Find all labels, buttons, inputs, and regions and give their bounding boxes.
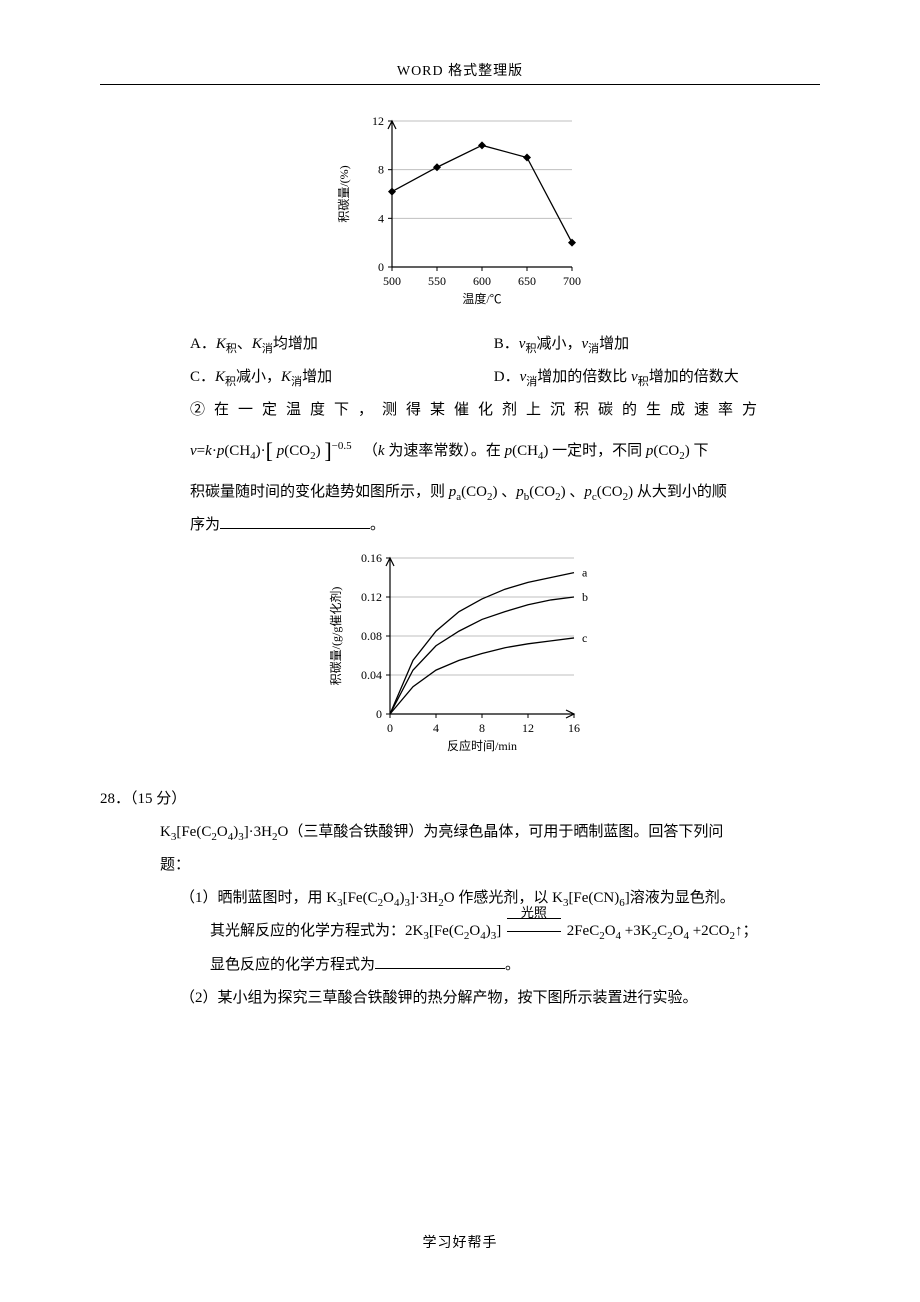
svg-text:0: 0 — [376, 707, 382, 721]
option-D: D．v消增加的倍数比 v积增加的倍数大 — [494, 361, 739, 394]
svg-text:0.12: 0.12 — [361, 590, 382, 604]
svg-text:反应时间/min: 反应时间/min — [447, 738, 517, 753]
chart-carbon-vs-time: 0 0.04 0.08 0.12 0.16 0 4 8 12 16 ab c 积碳量/(g/g催化剂) 反… — [100, 546, 820, 769]
svg-text:0.16: 0.16 — [361, 551, 382, 565]
svg-text:12: 12 — [522, 721, 534, 735]
para-2-line4: 序为 。 — [100, 509, 820, 542]
svg-text:600: 600 — [473, 274, 491, 288]
svg-text:500: 500 — [383, 274, 401, 288]
svg-text:12: 12 — [372, 114, 384, 128]
q28-2: （2）某小组为探究三草酸合铁酸钾的热分解产物，按下图所示装置进行实验。 — [100, 982, 820, 1015]
svg-text:积碳量/(g/g催化剂): 积碳量/(g/g催化剂) — [328, 587, 343, 686]
order-label: 序为 — [190, 517, 220, 533]
svg-text:b: b — [582, 590, 588, 604]
q28-intro-2: 题： — [100, 849, 820, 882]
q28-1c: 显色反应的化学方程式为 。 — [100, 949, 820, 982]
period-2: 。 — [505, 957, 520, 973]
svg-text:0.08: 0.08 — [361, 629, 382, 643]
svg-text:a: a — [582, 566, 588, 580]
blank-order — [220, 513, 370, 529]
para-2-line1: ②在一定温度下，测得某催化剂上沉积碳的生成速率方 — [100, 394, 820, 427]
svg-text:c: c — [582, 631, 587, 645]
q28-1c-pre: 显色反应的化学方程式为 — [210, 957, 375, 973]
page-header: WORD 格式整理版 — [100, 60, 820, 80]
svg-text:积碳量/(%): 积碳量/(%) — [337, 165, 351, 222]
content: A．K积、K消均增加 B．v积减小，v消增加 C．K积减小，K消增加 D．v消增… — [100, 328, 820, 1015]
svg-text:700: 700 — [563, 274, 581, 288]
para-2-line3: 积碳量随时间的变化趋势如图所示，则 pa(CO2) 、pb(CO2) 、pc(C… — [100, 476, 820, 509]
blank-color-eq — [375, 953, 505, 969]
option-C: C．K积减小，K消增加 — [190, 361, 490, 394]
svg-text:0: 0 — [387, 721, 393, 735]
svg-text:8: 8 — [378, 163, 384, 177]
chart2-svg: 0 0.04 0.08 0.12 0.16 0 4 8 12 16 ab c 积碳量/(g/g催化剂) 反… — [320, 546, 600, 756]
reaction-arrow: 光照 — [507, 915, 561, 948]
svg-text:0: 0 — [378, 260, 384, 274]
option-A: A．K积、K消均增加 — [190, 328, 490, 361]
chart1-svg: 0 4 8 12 500 550 600 650 700 积碳量/(%) 温度/℃ — [330, 109, 590, 309]
q28-1a: （1）晒制蓝图时，用 K3[Fe(C2O4)3]·3H2O 作感光剂，以 K3[… — [100, 882, 820, 915]
option-B: B．v积减小，v消增加 — [494, 328, 629, 361]
q28-number: 28．（15 分） — [100, 783, 820, 816]
chart-carbon-vs-temp: 0 4 8 12 500 550 600 650 700 积碳量/(%) 温度/℃ — [100, 109, 820, 314]
rate-formula-line: v=k·p(CH4)·[ p(CO2) ]−0.5 （k 为速率常数）。在 p(… — [100, 427, 820, 475]
q28-intro-1: K3[Fe(C2O4)3]·3H2O（三草酸合铁酸钾）为亮绿色晶体，可用于晒制蓝… — [100, 816, 820, 849]
svg-text:8: 8 — [479, 721, 485, 735]
page: WORD 格式整理版 0 4 8 12 500 550 600 650 700 积碳量/(%) 温度… — [0, 0, 920, 1302]
period-1: 。 — [370, 517, 385, 533]
header-rule — [100, 84, 820, 85]
svg-text:4: 4 — [378, 211, 384, 225]
svg-text:温度/℃: 温度/℃ — [462, 291, 501, 306]
svg-text:0.04: 0.04 — [361, 668, 382, 682]
svg-text:550: 550 — [428, 274, 446, 288]
options-row-2: C．K积减小，K消增加 D．v消增加的倍数比 v积增加的倍数大 — [100, 361, 820, 394]
svg-text:650: 650 — [518, 274, 536, 288]
options-row-1: A．K积、K消均增加 B．v积减小，v消增加 — [100, 328, 820, 361]
svg-text:16: 16 — [568, 721, 580, 735]
question-28: 28．（15 分） K3[Fe(C2O4)3]·3H2O（三草酸合铁酸钾）为亮绿… — [100, 783, 820, 1015]
page-footer: 学习好帮手 — [0, 1232, 920, 1252]
arrow-condition: 光照 — [507, 899, 561, 928]
q28-1b: 其光解反应的化学方程式为：2K3[Fe(C2O4)3] 光照 2FeC2O4 +… — [100, 915, 820, 948]
svg-text:4: 4 — [433, 721, 439, 735]
